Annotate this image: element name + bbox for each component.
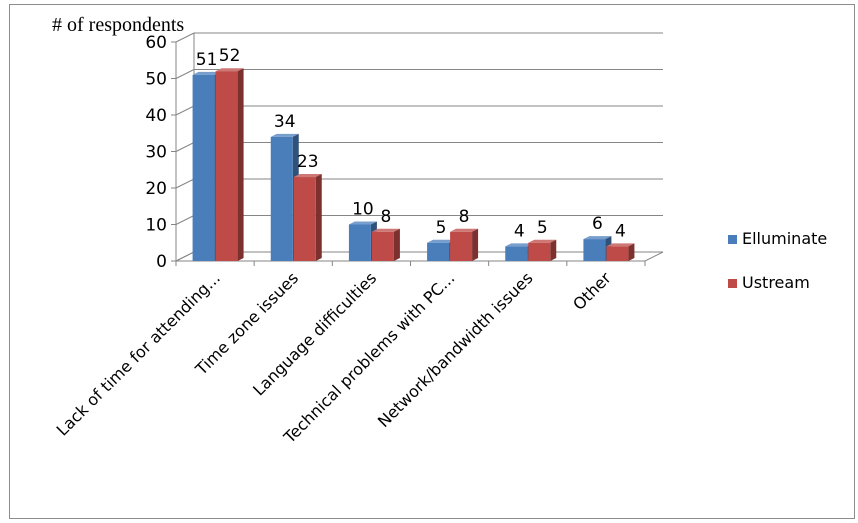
bar-top — [450, 228, 479, 232]
y-tick-label: 60 — [145, 33, 167, 53]
data-label: 4 — [514, 221, 525, 241]
bar-top — [270, 133, 299, 137]
data-label: 52 — [219, 46, 241, 66]
bar-top — [505, 243, 534, 247]
bars — [192, 68, 635, 261]
x-tick-label: Network/bandwidth issues — [374, 268, 537, 431]
bar-top — [192, 71, 221, 75]
data-label: 8 — [459, 207, 470, 227]
y-tick-label: 40 — [145, 106, 167, 126]
bar-ustream — [215, 68, 244, 261]
legend-label: Ustream — [742, 273, 810, 292]
bar-front — [215, 71, 238, 261]
y-tick-label: 0 — [156, 252, 167, 272]
bar-ustream — [528, 239, 557, 261]
bar-ustream — [293, 174, 322, 261]
bar-top — [583, 236, 612, 240]
gridline-depth — [175, 69, 195, 79]
gridline-depth — [175, 32, 195, 43]
bar-side — [628, 243, 635, 261]
y-tick-label: 30 — [145, 143, 167, 163]
data-label: 5 — [537, 218, 548, 238]
data-label: 6 — [592, 214, 603, 234]
legend: Elluminate Ustream — [728, 229, 827, 292]
bar-front — [606, 246, 629, 261]
bar-ustream — [606, 243, 635, 261]
gridline-depth — [175, 215, 195, 225]
data-label: 51 — [196, 50, 218, 70]
bar-front — [270, 136, 293, 261]
bar-front — [348, 224, 371, 261]
bar-front — [583, 239, 606, 261]
legend-label: Elluminate — [742, 229, 827, 248]
legend-swatch — [728, 235, 737, 244]
x-tick-labels: Lack of time for attending...Time zone i… — [53, 268, 615, 447]
bar-top — [293, 174, 322, 178]
bar-front — [505, 246, 528, 261]
bar-top — [215, 68, 244, 72]
bar-side — [315, 174, 322, 261]
bar-front — [427, 242, 450, 261]
bar-side — [237, 68, 244, 261]
bar-side — [472, 228, 479, 261]
bar-front — [293, 177, 316, 261]
bar-top — [348, 221, 377, 225]
bar-front — [371, 231, 394, 261]
bar-front — [528, 242, 551, 261]
bar-ustream — [371, 228, 400, 261]
bar-side — [393, 228, 400, 261]
x-tick-label: Other — [569, 268, 615, 314]
data-label: 4 — [615, 221, 626, 241]
data-label: 23 — [297, 152, 319, 172]
bar-front — [450, 231, 473, 261]
gridline-depth — [175, 105, 195, 116]
y-tick-label: 10 — [145, 216, 167, 236]
gridline-depth — [175, 178, 195, 189]
y-tick-label: 20 — [145, 179, 167, 199]
bar-top — [606, 243, 635, 247]
x-tick-label: Technical problems with PC... — [279, 268, 458, 447]
gridline-depth — [175, 142, 195, 152]
bar-top — [371, 228, 400, 232]
bar-side — [550, 239, 557, 261]
bar-front — [192, 74, 215, 261]
gridlines — [175, 32, 663, 262]
data-label: 8 — [381, 207, 392, 227]
bar-top — [427, 239, 456, 243]
data-label: 10 — [352, 200, 374, 220]
y-ticks: 0 10 20 30 40 50 60 — [145, 33, 176, 272]
bar-ustream — [450, 228, 479, 261]
data-label: 5 — [436, 218, 447, 238]
x-tick-label: Lack of time for attending... — [53, 268, 224, 439]
y-tick-label: 50 — [145, 70, 167, 90]
bar-top — [528, 239, 557, 243]
legend-swatch — [728, 279, 737, 288]
y-axis-title: # of respondents — [52, 14, 184, 36]
data-label: 34 — [274, 112, 296, 132]
